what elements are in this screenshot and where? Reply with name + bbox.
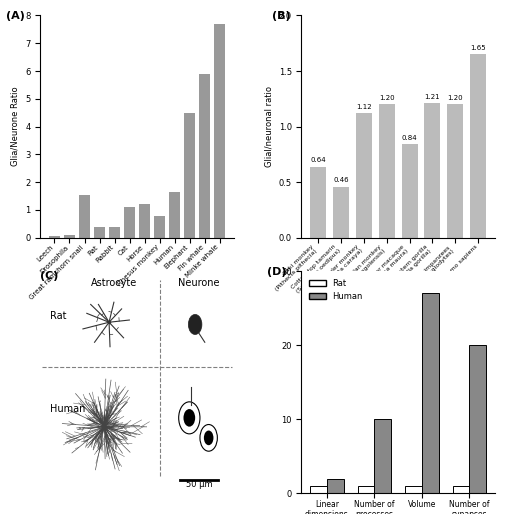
Bar [310, 486, 327, 493]
Y-axis label: Glial/neuronal ratio: Glial/neuronal ratio [264, 86, 273, 167]
Bar [379, 104, 395, 238]
Bar [453, 486, 470, 493]
Text: 1.65: 1.65 [470, 45, 486, 51]
Text: 0.84: 0.84 [402, 135, 418, 141]
Bar [374, 419, 391, 493]
Bar [155, 215, 165, 238]
Text: (B): (B) [273, 11, 291, 21]
Bar [358, 486, 374, 493]
Text: (D): (D) [267, 267, 286, 277]
Bar [109, 227, 120, 238]
Bar [447, 104, 463, 238]
Text: (C): (C) [40, 271, 59, 281]
Text: 1.20: 1.20 [379, 95, 394, 101]
Text: Astrocyte: Astrocyte [91, 278, 137, 288]
Bar [422, 293, 438, 493]
Ellipse shape [204, 431, 214, 445]
Text: Human: Human [50, 404, 85, 414]
Bar [124, 207, 135, 238]
Bar [470, 54, 486, 238]
Bar [310, 167, 326, 238]
Bar [94, 227, 105, 238]
Bar [64, 235, 75, 238]
Bar [406, 486, 422, 493]
Text: 1.21: 1.21 [425, 94, 440, 100]
Bar [184, 113, 195, 238]
Bar [327, 479, 343, 493]
Ellipse shape [200, 425, 217, 451]
Bar [139, 205, 150, 238]
Ellipse shape [188, 315, 202, 335]
Bar [401, 144, 418, 238]
Bar [49, 236, 60, 238]
Bar [356, 113, 372, 238]
Ellipse shape [179, 402, 200, 434]
Text: 1.20: 1.20 [447, 95, 463, 101]
Text: (A): (A) [6, 11, 24, 21]
Y-axis label: Glia/Neurone Ratio: Glia/Neurone Ratio [11, 87, 20, 167]
Text: 0.46: 0.46 [333, 177, 349, 183]
Bar [470, 345, 486, 493]
Text: 50 μm: 50 μm [186, 480, 212, 489]
Legend: Rat, Human: Rat, Human [306, 276, 366, 304]
Text: 0.64: 0.64 [311, 157, 326, 163]
Text: Rat: Rat [50, 310, 67, 321]
Bar [333, 187, 349, 238]
Bar [199, 74, 210, 238]
Ellipse shape [183, 409, 195, 427]
Bar [79, 195, 90, 238]
Text: 1.12: 1.12 [356, 104, 372, 110]
Bar [169, 192, 180, 238]
Bar [215, 24, 225, 238]
Text: Neurone: Neurone [178, 278, 220, 288]
Bar [425, 103, 440, 238]
